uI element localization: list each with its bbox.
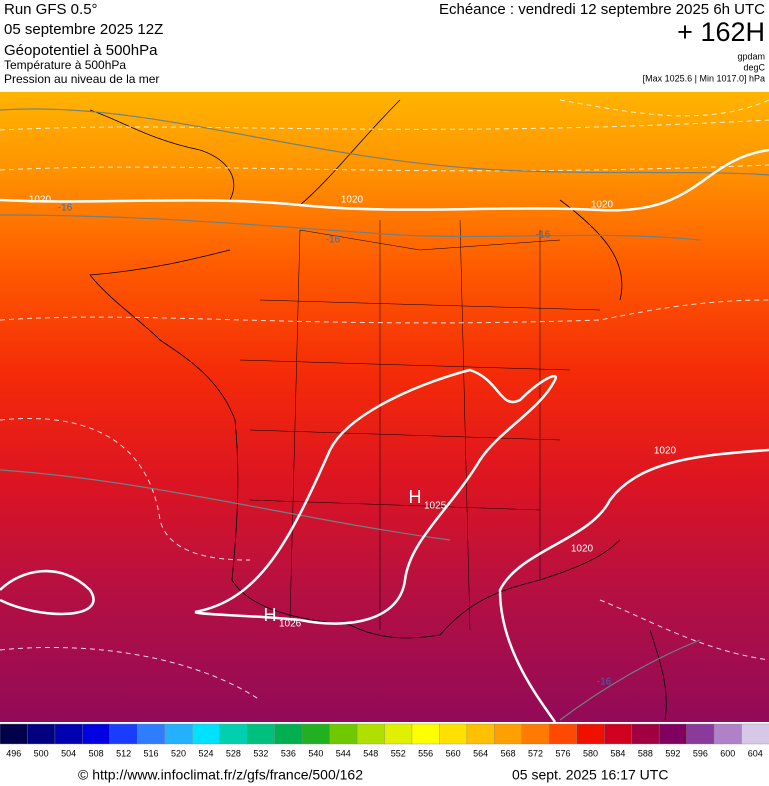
colorbar: 496 500 504 508 512 516 520 524 528 532 536 540 544 5… — [0, 723, 769, 758]
isobar-label: 1020 — [591, 200, 614, 211]
temperature-contours — [0, 99, 769, 701]
isobar-label: 1020 — [29, 195, 52, 206]
colorbar-cell — [274, 723, 303, 745]
colorbar-label: 552 — [391, 748, 406, 758]
field: Géopotentiel à 500hPa — [4, 42, 158, 59]
colorbar-label: 584 — [610, 748, 625, 758]
field: Pression au niveau de la mer — [4, 72, 159, 86]
isobar-label: 1020 — [654, 446, 677, 457]
colorbar-cell — [466, 723, 496, 745]
colorbar-label: 568 — [501, 748, 516, 758]
colorbar-cell — [576, 723, 605, 745]
colorbar-cell — [329, 723, 358, 745]
colorbar-cell — [411, 723, 441, 745]
colorbar-cell — [164, 723, 193, 745]
colorbar-label: 544 — [336, 748, 351, 758]
colorbar-cell — [658, 723, 688, 745]
colorbar-label: 524 — [198, 748, 213, 758]
colorbar-label: 536 — [281, 748, 296, 758]
isobar-label: 1020 — [341, 195, 364, 206]
colorbar-label: 528 — [226, 748, 241, 758]
map-field — [0, 92, 769, 722]
isotherm-label: -16 — [326, 235, 341, 246]
colorbar-cell — [82, 723, 111, 745]
lead-time: + 162H — [677, 17, 765, 47]
isotherm-label: -16 — [597, 677, 612, 688]
colorbar-cell — [192, 723, 221, 745]
colorbar-label: 592 — [665, 748, 680, 758]
colorbar-cell — [384, 723, 413, 745]
colorbar-cell — [0, 723, 29, 745]
colorbar-label: 540 — [308, 748, 323, 758]
colorbar-label: 504 — [61, 748, 76, 758]
run: Run GFS 0.5° — [4, 1, 98, 18]
colorbar-label: 600 — [720, 748, 735, 758]
field: Température à 500hPa — [4, 58, 126, 72]
colorbar-label: 512 — [116, 748, 131, 758]
colorbar-label: 604 — [748, 748, 763, 758]
high-symbol: H — [264, 605, 277, 625]
colorbar-label: 576 — [556, 748, 571, 758]
isobar-label: 1020 — [571, 544, 594, 555]
colorbar-cell — [246, 723, 276, 745]
colorbar-label: 496 — [6, 748, 21, 758]
colorbar-label: 548 — [363, 748, 378, 758]
colorbar-label: 572 — [528, 748, 543, 758]
colorbar-label: 560 — [446, 748, 461, 758]
colorbar-cell — [713, 723, 743, 745]
unit: gpdam — [737, 51, 765, 61]
colorbar-label: 508 — [89, 748, 104, 758]
colorbar-cell — [741, 723, 769, 745]
colorbar-cell — [549, 723, 578, 745]
colorbar-label: 596 — [693, 748, 708, 758]
isotherm-label: -16 — [536, 230, 551, 241]
colorbar-cell — [439, 723, 468, 745]
isotherm-label: -16 — [58, 203, 73, 214]
colorbar-label: 500 — [34, 748, 49, 758]
colorbar-label: 516 — [144, 748, 159, 758]
high-value: 1026 — [279, 619, 302, 630]
high-symbol: H — [409, 487, 422, 507]
colorbar-cell — [137, 723, 166, 745]
isotherms — [0, 108, 769, 721]
colorbar-cell — [27, 723, 56, 745]
colorbar-label: 564 — [473, 748, 488, 758]
colorbar-cell — [109, 723, 139, 745]
colorbar-label: 580 — [583, 748, 598, 758]
colorbar-cell — [54, 723, 84, 745]
colorbar-cell — [631, 723, 660, 745]
colorbar-cell — [494, 723, 523, 745]
colorbar-cell — [356, 723, 386, 745]
colorbar-cell — [604, 723, 633, 745]
coastlines — [89, 99, 667, 721]
generated-time: 05 sept. 2025 16:17 UTC — [512, 767, 668, 783]
colorbar-cell — [219, 723, 248, 745]
colorbar-label: 520 — [171, 748, 186, 758]
run-date: 05 septembre 2025 12Z — [4, 21, 163, 38]
source-url: © http://www.infoclimat.fr/z/gfs/france/… — [78, 767, 363, 783]
colorbar-cell — [521, 723, 550, 745]
isobars — [0, 148, 769, 723]
colorbar-cell — [301, 723, 331, 745]
pressure-range: [Max 1025.6 | Min 1017.0] hPa — [643, 73, 765, 83]
colorbar-label: 556 — [418, 748, 433, 758]
colorbar-label: 532 — [253, 748, 268, 758]
colorbar-cell — [686, 723, 715, 745]
valid-time: Echéance : vendredi 12 septembre 2025 6h… — [439, 1, 765, 18]
colorbar-label: 588 — [638, 748, 653, 758]
unit: degC — [743, 62, 765, 72]
high-value: 1025 — [424, 501, 447, 512]
